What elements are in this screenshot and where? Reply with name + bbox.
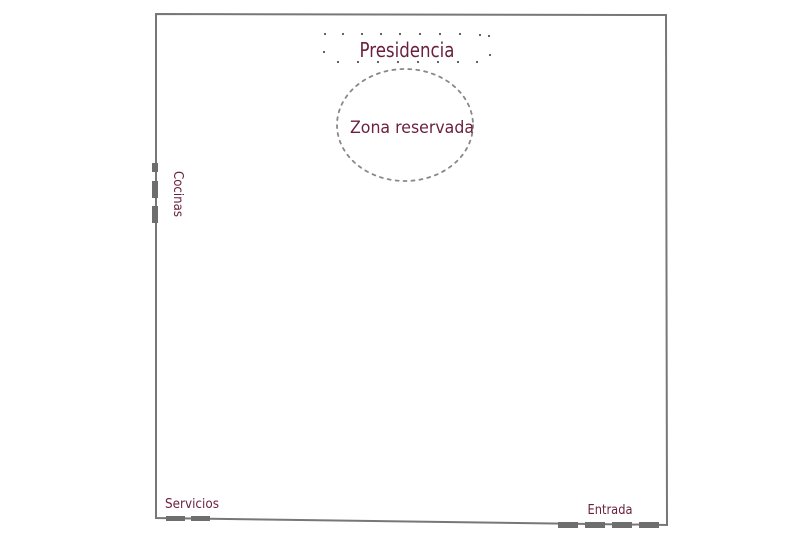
entrance-label: Entrada [588,503,633,518]
reserved-zone-label: Zona reservada [350,118,474,138]
reserved-zone-boundary [336,68,474,182]
kitchen-label: Cocinas [170,171,185,217]
services-label: Servicios [165,497,219,512]
entrance-door [558,522,659,528]
room-outline [155,12,669,527]
presidencia-table [322,32,492,64]
services-door [166,516,210,521]
presidencia-label: Presidencia [360,38,455,62]
kitchen-door [152,163,158,223]
